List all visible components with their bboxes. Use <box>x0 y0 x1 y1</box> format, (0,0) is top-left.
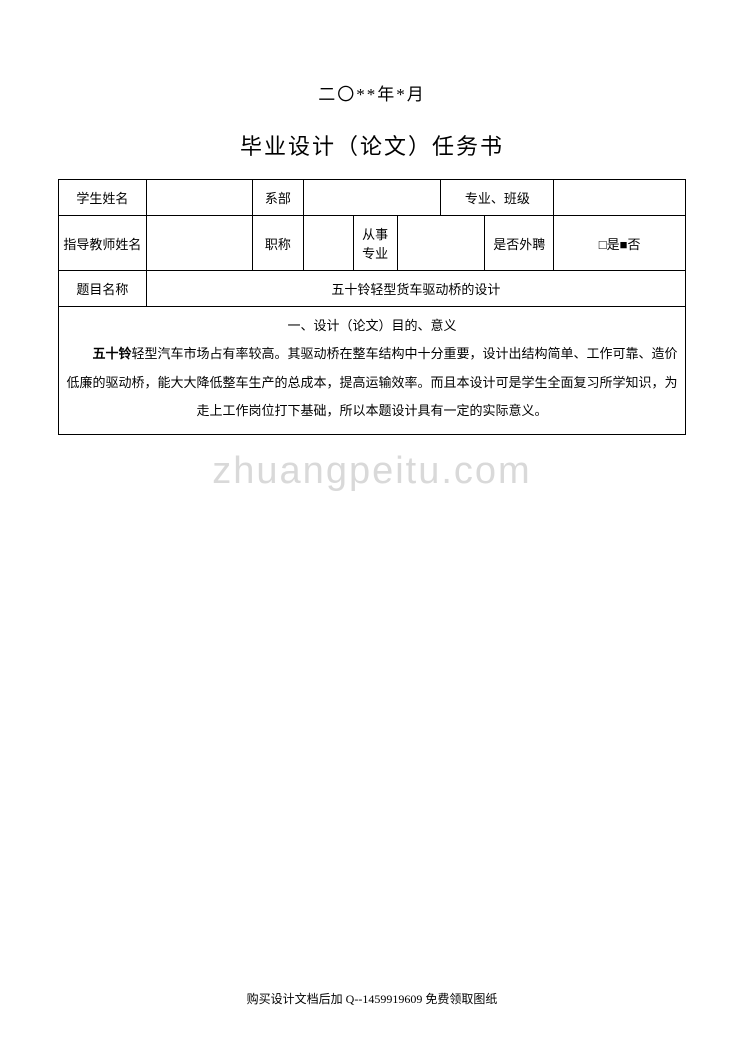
table-row: 题目名称 五十铃轻型货车驱动桥的设计 <box>59 271 686 307</box>
major-class-value <box>554 180 686 216</box>
profession-value <box>397 216 485 271</box>
profession-label: 从事专业 <box>353 216 397 271</box>
page-title: 毕业设计（论文）任务书 <box>58 129 686 161</box>
table-row: 指导教师姓名 职称 从事专业 是否外聘 □是■否 <box>59 216 686 271</box>
date-line: 二〇**年*月 <box>58 80 686 105</box>
advisor-title-label: 职称 <box>253 216 303 271</box>
section-heading: 一、设计（论文）目的、意义 <box>63 315 681 334</box>
department-value <box>303 180 441 216</box>
section-content-cell: 一、设计（论文）目的、意义 五十铃轻型汽车市场占有率较高。其驱动桥在整车结构中十… <box>59 307 686 435</box>
student-name-value <box>146 180 253 216</box>
section-body: 五十铃轻型汽车市场占有率较高。其驱动桥在整车结构中十分重要，设计出结构简单、工作… <box>63 340 681 426</box>
advisor-name-value <box>146 216 253 271</box>
major-class-label: 专业、班级 <box>441 180 554 216</box>
watermark-text: zhuangpeitu.com <box>0 450 744 493</box>
student-name-label: 学生姓名 <box>59 180 147 216</box>
section-body-prefix: 五十铃 <box>92 346 131 361</box>
external-label: 是否外聘 <box>485 216 554 271</box>
task-form-table: 学生姓名 系部 专业、班级 指导教师姓名 职称 从事专业 是否外聘 □是■否 题… <box>58 179 686 435</box>
footer-text: 购买设计文档后加 Q--1459919609 免费领取图纸 <box>0 990 744 1007</box>
topic-label: 题目名称 <box>59 271 147 307</box>
topic-value: 五十铃轻型货车驱动桥的设计 <box>146 271 685 307</box>
advisor-name-label: 指导教师姓名 <box>59 216 147 271</box>
table-row: 一、设计（论文）目的、意义 五十铃轻型汽车市场占有率较高。其驱动桥在整车结构中十… <box>59 307 686 435</box>
table-row: 学生姓名 系部 专业、班级 <box>59 180 686 216</box>
department-label: 系部 <box>253 180 303 216</box>
advisor-title-value <box>303 216 353 271</box>
external-value: □是■否 <box>554 216 686 271</box>
section-body-rest: 轻型汽车市场占有率较高。其驱动桥在整车结构中十分重要，设计出结构简单、工作可靠、… <box>66 346 677 418</box>
